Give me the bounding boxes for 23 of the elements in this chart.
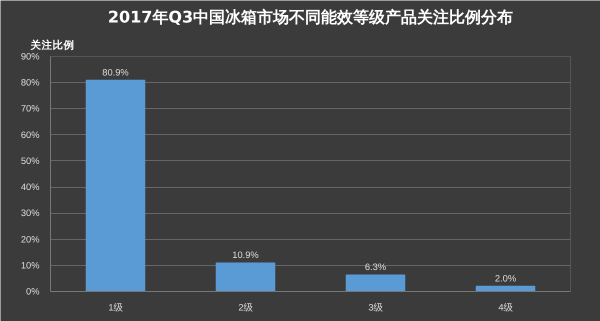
x-tick-label: 1级 [108, 302, 123, 312]
y-tick-label: 20% [20, 234, 40, 244]
y-tick-label: 70% [20, 104, 40, 114]
data-label: 10.9% [232, 250, 259, 260]
y-tick-label: 40% [20, 182, 40, 192]
y-axis-title: 关注比例 [30, 38, 74, 52]
y-tick-label: 0% [26, 286, 40, 296]
x-tick-label: 4级 [498, 302, 513, 312]
data-label: 2.0% [494, 273, 516, 284]
x-tick-label: 3级 [368, 302, 383, 312]
bar [216, 262, 276, 292]
data-label: 6.3% [364, 262, 386, 272]
y-tick-label: 90% [20, 52, 40, 62]
y-tick-label: 10% [20, 260, 40, 270]
y-tick-label: 50% [20, 156, 40, 166]
chart-title: 2017年Q3中国冰箱市场不同能效等级产品关注比例分布 [108, 8, 514, 26]
x-tick-label: 2级 [238, 302, 253, 312]
y-tick-label: 30% [20, 208, 40, 218]
y-tick-label: 80% [20, 78, 40, 88]
y-tick-label: 60% [20, 130, 40, 140]
bar [86, 80, 146, 292]
data-label: 80.9% [102, 67, 129, 78]
bar [346, 274, 406, 292]
